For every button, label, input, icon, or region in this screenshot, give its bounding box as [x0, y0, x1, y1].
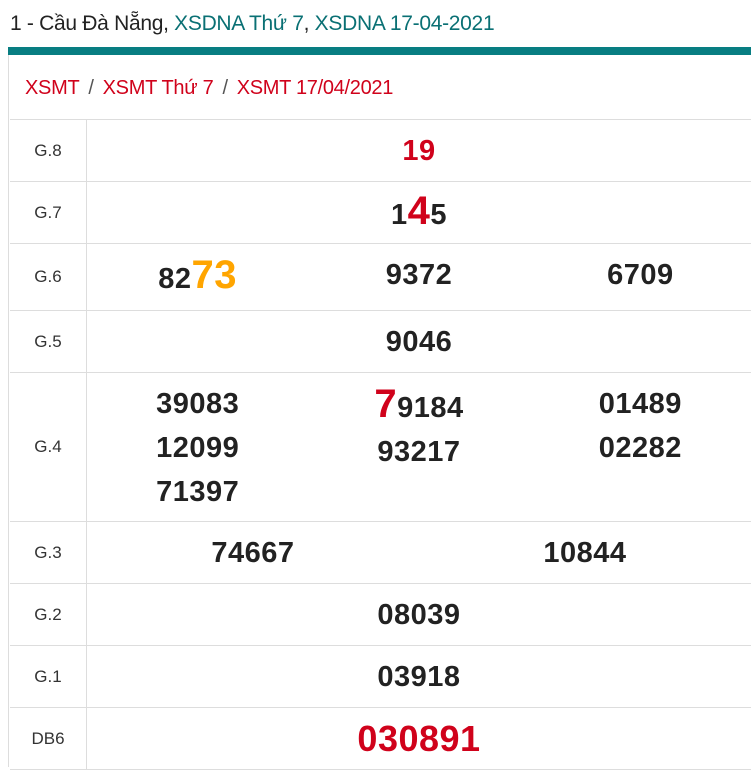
number-digits: 39083	[156, 388, 239, 420]
lottery-number: 10844	[543, 531, 626, 575]
lottery-number: 8273	[158, 244, 237, 310]
number-column: 74667	[87, 531, 419, 575]
prize-label: G.6	[10, 244, 87, 311]
highlighted-digits: 7	[374, 382, 397, 426]
heading-comma: ,	[304, 12, 315, 35]
lottery-number: 08039	[377, 593, 460, 637]
lottery-number: 9372	[386, 244, 453, 306]
prize-row-g3: G.3 74667 10844	[10, 522, 751, 584]
number-digits: 01489	[599, 388, 682, 420]
lottery-number: 39083	[156, 382, 239, 426]
prize-numbers: 145	[87, 182, 751, 244]
number-digits: 82	[158, 263, 191, 295]
number-column: 9372	[308, 244, 529, 306]
breadcrumb: XSMT / XSMT Thứ 7 / XSMT 17/04/2021	[25, 77, 393, 100]
prize-numbers: 74667 10844	[87, 522, 751, 584]
prize-numbers: 03918	[87, 646, 751, 708]
highlighted-digits: 73	[192, 253, 238, 297]
number-digits: 08039	[377, 599, 460, 631]
prize-label: G.8	[10, 120, 87, 182]
lottery-number: 12099	[156, 426, 239, 470]
lottery-number: 79184	[374, 382, 463, 430]
prize-label: G.7	[10, 182, 87, 244]
number-digits: 5	[430, 199, 447, 231]
lottery-number: 6709	[607, 244, 674, 306]
number-digits: 12099	[156, 432, 239, 464]
highlighted-digits: 030891	[357, 718, 480, 759]
prize-numbers: 19	[87, 120, 751, 182]
prize-label: G.1	[10, 646, 87, 708]
prize-row-g7: G.7 145	[10, 182, 751, 244]
number-digits: 93217	[377, 436, 460, 468]
accent-bar	[8, 47, 751, 55]
page-heading: 1 - Cầu Đà Nẵng, XSDNA Thứ 7, XSDNA 17-0…	[10, 12, 494, 36]
number-column: 39083 12099 71397	[87, 382, 308, 514]
prize-label: G.3	[10, 522, 87, 584]
number-digits: 9046	[386, 326, 453, 358]
xsdna-weekday-link[interactable]: XSDNA Thứ 7	[174, 12, 303, 35]
prize-row-g5: G.5 9046	[10, 311, 751, 373]
prize-row-db6: DB6 030891	[10, 708, 751, 770]
lottery-number: 74667	[211, 531, 294, 575]
prize-label: G.2	[10, 584, 87, 646]
breadcrumb-xsmt[interactable]: XSMT	[25, 77, 79, 99]
prize-row-g8: G.8 19	[10, 120, 751, 182]
lottery-number: 01489	[599, 382, 682, 426]
highlighted-digits: 19	[402, 135, 435, 167]
highlighted-digits: 4	[408, 189, 431, 233]
number-column: 01489 02282	[530, 382, 751, 470]
number-digits: 6709	[607, 259, 674, 291]
number-digits: 71397	[156, 476, 239, 508]
prize-row-g4: G.4 39083 12099 71397 79184 93217 01489 02282	[10, 373, 751, 522]
lottery-number: 9046	[386, 320, 453, 364]
lottery-number: 93217	[377, 430, 460, 474]
number-digits: 9372	[386, 259, 453, 291]
number-column: 145	[87, 189, 751, 237]
number-digits: 1	[391, 199, 408, 231]
number-column: 8273	[87, 244, 308, 310]
breadcrumb-separator: /	[88, 77, 93, 99]
number-digits: 10844	[543, 537, 626, 569]
number-digits: 03918	[377, 661, 460, 693]
number-column: 6709	[530, 244, 751, 306]
lottery-number: 145	[391, 189, 447, 237]
lottery-number: 02282	[599, 426, 682, 470]
prize-numbers: 8273 9372 6709	[87, 244, 751, 311]
number-column: 79184 93217	[308, 382, 529, 474]
number-column: 08039	[87, 593, 751, 637]
number-digits: 74667	[211, 537, 294, 569]
prize-row-g1: G.1 03918	[10, 646, 751, 708]
lottery-number: 71397	[156, 470, 239, 514]
xsdna-date-link[interactable]: XSDNA 17-04-2021	[315, 12, 495, 35]
breadcrumb-xsmt-date[interactable]: XSMT 17/04/2021	[237, 77, 393, 99]
prize-label: G.5	[10, 311, 87, 373]
breadcrumb-xsmt-weekday[interactable]: XSMT Thứ 7	[103, 77, 214, 99]
breadcrumb-separator: /	[222, 77, 227, 99]
lottery-number: 030891	[357, 717, 480, 761]
number-column: 19	[87, 129, 751, 173]
number-column: 03918	[87, 655, 751, 699]
prize-label: G.4	[10, 373, 87, 522]
number-digits: 02282	[599, 432, 682, 464]
lottery-number: 03918	[377, 655, 460, 699]
prize-label: DB6	[10, 708, 87, 770]
number-digits: 9184	[397, 392, 464, 424]
prize-row-g2: G.2 08039	[10, 584, 751, 646]
prize-row-g6: G.6 8273 9372 6709	[10, 244, 751, 311]
prize-numbers: 08039	[87, 584, 751, 646]
prize-numbers: 030891	[87, 708, 751, 770]
heading-text: 1 - Cầu Đà Nẵng,	[10, 12, 174, 35]
prize-numbers: 9046	[87, 311, 751, 373]
prize-numbers: 39083 12099 71397 79184 93217 01489 02282	[87, 373, 751, 522]
lottery-number: 19	[402, 129, 435, 173]
number-column: 9046	[87, 320, 751, 364]
number-column: 10844	[419, 531, 751, 575]
number-column: 030891	[87, 717, 751, 761]
